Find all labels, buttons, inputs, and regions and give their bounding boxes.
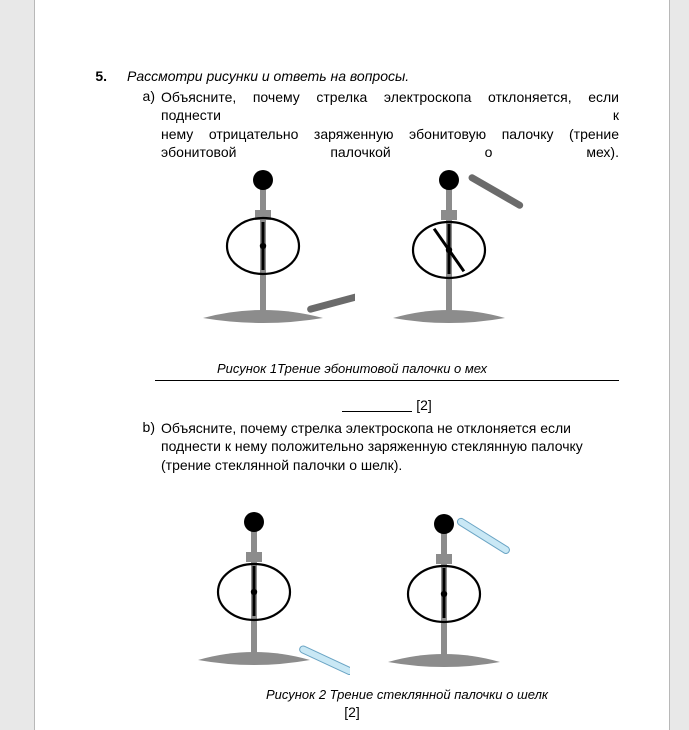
- figure-1-caption: Рисунок 1Трение эбонитовой палочки о мех: [85, 361, 619, 376]
- electroscope-2-right: [374, 510, 524, 675]
- part-a-letter: a): [125, 88, 161, 162]
- part-a-marks: [2]: [412, 397, 432, 413]
- figure-2: [85, 510, 619, 675]
- figure-2-caption: Рисунок 2 Трение стеклянной палочки о ше…: [85, 687, 619, 702]
- document-page: 5. Рассмотри рисунки и ответь на вопросы…: [34, 0, 670, 730]
- part-b-letter: b): [125, 419, 161, 474]
- part-a-text: Объясните, почему стрелка электроскопа о…: [161, 88, 619, 162]
- electroscope-1-right: [379, 168, 529, 333]
- answer-line-1: [155, 380, 619, 381]
- question-number: 5.: [85, 68, 113, 84]
- part-b-text: Объясните, почему стрелка электроскопа н…: [161, 419, 619, 474]
- electroscope-1-left: [175, 168, 355, 333]
- electroscope-2-left: [180, 510, 350, 675]
- figure-1: [85, 168, 619, 333]
- part-b-marks: [2]: [85, 704, 619, 720]
- question-prompt: Рассмотри рисунки и ответь на вопросы.: [113, 68, 619, 84]
- answer-line-2: [342, 398, 412, 412]
